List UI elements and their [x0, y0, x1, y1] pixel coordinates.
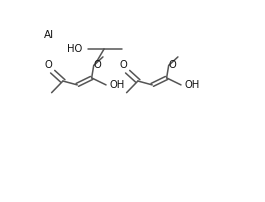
Text: O: O — [94, 60, 101, 70]
Text: O: O — [44, 60, 52, 70]
Text: OH: OH — [109, 80, 124, 90]
Text: O: O — [119, 60, 127, 70]
Text: OH: OH — [184, 80, 199, 90]
Text: HO: HO — [67, 44, 82, 54]
Text: Al: Al — [45, 30, 55, 40]
Text: O: O — [169, 60, 176, 70]
